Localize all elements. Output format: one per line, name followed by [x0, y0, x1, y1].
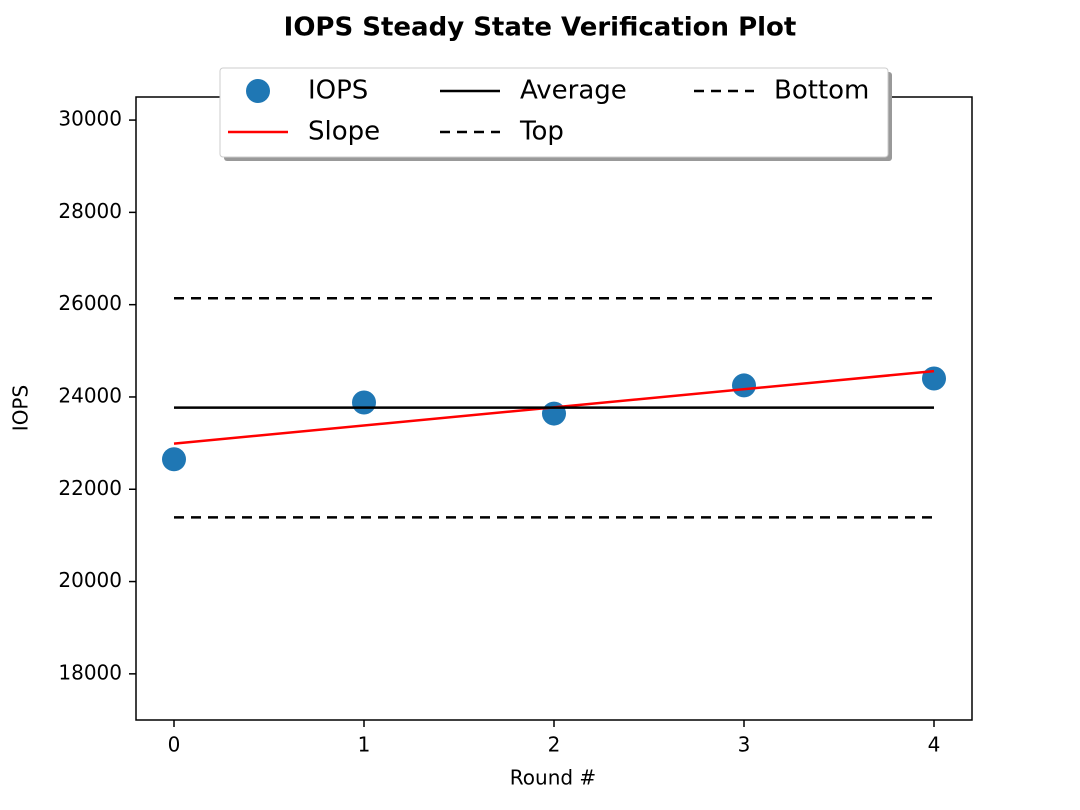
data-point — [542, 401, 566, 426]
y-tick-label: 22000 — [58, 476, 122, 500]
data-point — [732, 373, 756, 398]
data-point — [162, 447, 186, 472]
x-tick-label: 1 — [358, 733, 371, 757]
y-tick-label: 26000 — [58, 291, 122, 315]
chart-title: IOPS Steady State Verification Plot — [284, 13, 797, 43]
y-tick-label: 18000 — [58, 660, 122, 684]
x-axis-label: Round # — [510, 766, 596, 790]
y-tick-label: 24000 — [58, 383, 122, 407]
y-tick-label: 30000 — [58, 107, 122, 131]
x-tick-label: 0 — [168, 733, 181, 757]
data-point — [352, 390, 376, 415]
legend-label: Average — [520, 76, 627, 106]
y-tick-label: 28000 — [58, 199, 122, 223]
y-tick-label: 20000 — [58, 568, 122, 592]
legend-label: Top — [519, 117, 564, 147]
y-axis-label: IOPS — [9, 385, 33, 431]
legend-label: Bottom — [774, 76, 869, 106]
legend-marker — [246, 79, 270, 103]
x-tick-label: 2 — [548, 733, 561, 757]
data-point — [922, 366, 946, 391]
x-tick-label: 4 — [928, 733, 941, 757]
legend-label: IOPS — [308, 76, 368, 106]
legend-label: Slope — [308, 117, 380, 147]
x-tick-label: 3 — [738, 733, 751, 757]
